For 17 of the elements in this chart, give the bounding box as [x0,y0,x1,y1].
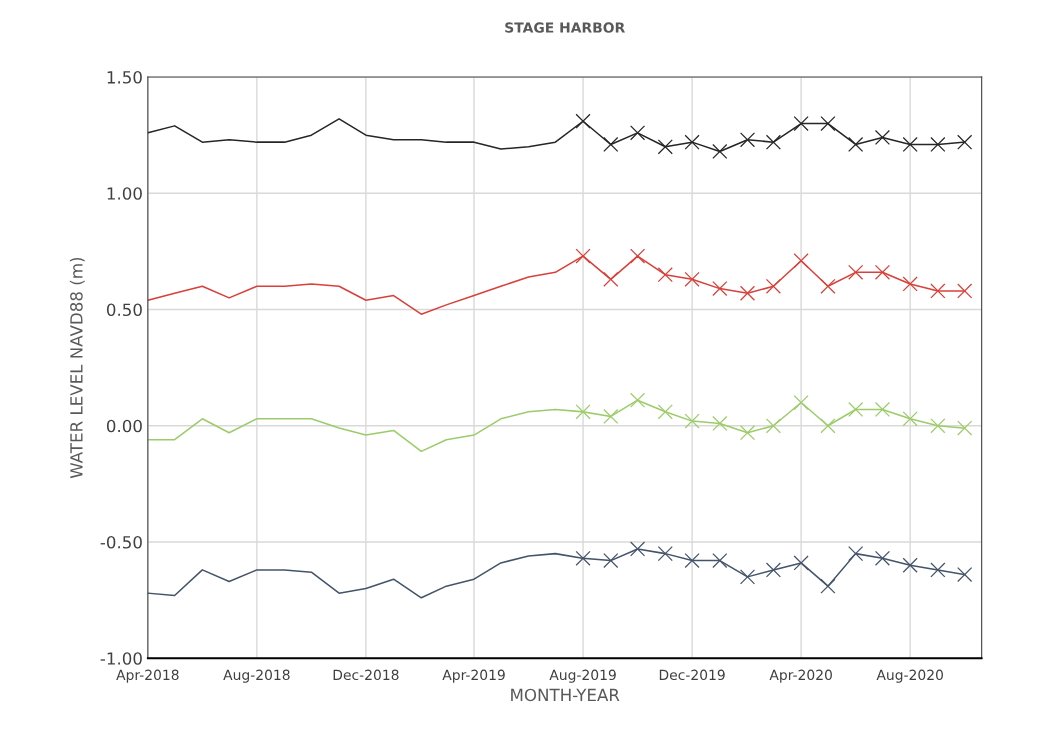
x-tick-label: Aug-2019 [549,669,616,683]
x-tick-label: Dec-2018 [333,669,399,681]
x-tick-label: Dec-2019 [659,669,725,681]
y-tick-label: -0.50 [100,535,142,549]
x-tick-label: Aug-2020 [876,669,943,683]
y-axis-title: WATER LEVEL NAVD88 (m) [69,257,85,479]
y-tick-label: 0.00 [106,419,142,433]
x-tick-label: Apr-2019 [442,669,505,683]
x-tick-label: Aug-2018 [223,669,290,683]
x-tick-label: Apr-2018 [116,669,179,683]
chart-title: STAGE HARBOR [505,22,625,33]
y-tick-label: -1.00 [100,652,142,665]
y-tick-label: 1.50 [107,71,142,84]
y-tick-label: 1.00 [107,187,142,200]
x-axis-title: MONTH-YEAR [511,688,620,702]
x-tick-label: Apr-2020 [769,669,832,683]
y-tick-label: 0.50 [106,303,142,317]
